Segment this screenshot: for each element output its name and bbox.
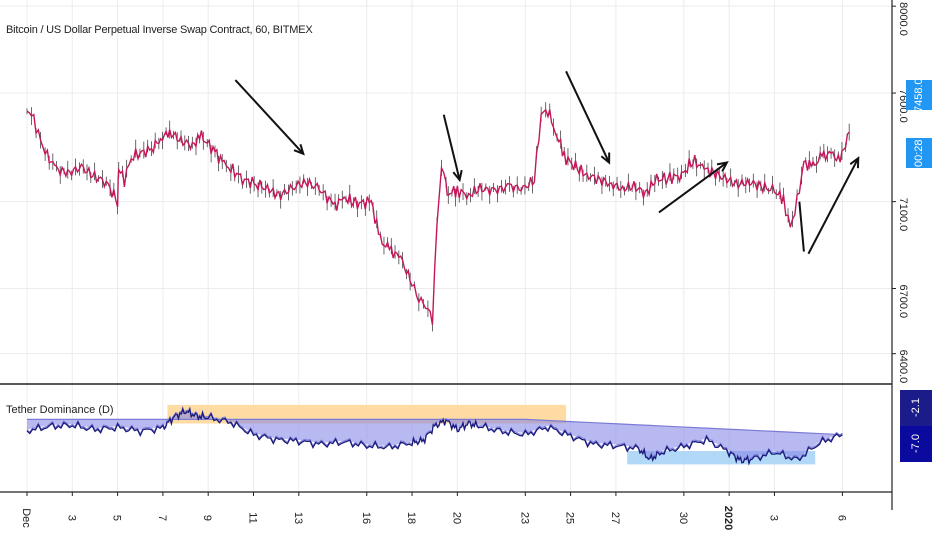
price-tick-label: 6400.0 [897, 350, 909, 384]
price-series [26, 102, 850, 332]
time-tick-label: 13 [292, 512, 304, 524]
grid-lines [0, 0, 892, 492]
indicator-lower-value: -7.0 [910, 434, 922, 454]
indicator-upper-tag: -2.1 [900, 390, 932, 426]
time-tick-label: 20 [450, 512, 462, 524]
indicator-line [26, 406, 843, 466]
price-line [26, 108, 850, 325]
time-tick-label: 27 [609, 512, 621, 524]
trend-arrow [442, 114, 461, 181]
time-tick-label: Dec [20, 508, 32, 528]
time-tick-label: 25 [564, 512, 576, 524]
time-tick-label: 9 [201, 515, 213, 521]
indicator-area [26, 405, 843, 466]
time-tick-label: 18 [405, 512, 417, 524]
time-tick-label: 6 [835, 515, 847, 521]
trend-arrow [658, 161, 728, 214]
trend-arrow [234, 79, 305, 155]
trend-arrow [807, 157, 860, 255]
time-tick-label: 23 [518, 512, 530, 524]
time-tick-label: 3 [65, 515, 77, 521]
last-price-tag: 7458.0 [906, 78, 932, 112]
trend-arrow-head [452, 169, 463, 183]
indicator-line-light [26, 405, 843, 464]
price-tick-label: 7100.0 [897, 198, 909, 232]
trend-arrow-head [716, 161, 729, 172]
chart-axes [0, 0, 893, 510]
time-tick-label: 7 [156, 515, 168, 521]
countdown-tag: 00:28 [906, 138, 932, 168]
price-tick-label: 8000.0 [897, 2, 909, 36]
time-tick-label: 11 [247, 512, 259, 523]
time-tick-label: 16 [360, 512, 372, 524]
indicator-lower-tag: -7.0 [900, 426, 932, 462]
time-tick-label: 5 [111, 515, 123, 521]
trend-arrow-head [600, 152, 611, 165]
chart-title: Bitcoin / US Dollar Perpetual Inverse Sw… [6, 24, 313, 36]
time-tick-label: 3 [767, 515, 779, 521]
blue-zone [627, 451, 816, 465]
trend-arrow [565, 70, 611, 163]
trend-arrow-head [293, 143, 305, 156]
trend-arrow-head [849, 156, 860, 169]
time-tick-label: 2020 [722, 506, 734, 530]
trend-arrows [234, 70, 860, 255]
countdown-value: 00:28 [913, 139, 925, 167]
price-tick-label: 6700.0 [897, 285, 909, 319]
last-price-value: 7458.0 [913, 78, 925, 112]
trend-line [798, 201, 805, 252]
time-tick-label: 30 [677, 512, 689, 524]
indicator-label: Tether Dominance (D) [6, 404, 114, 416]
indicator-upper-value: -2.1 [910, 398, 922, 418]
time-axis-ticks: Dec 3 5 7 9 11 13 16 18 20 23 25 27 30 2020 3 6 [20, 492, 847, 530]
